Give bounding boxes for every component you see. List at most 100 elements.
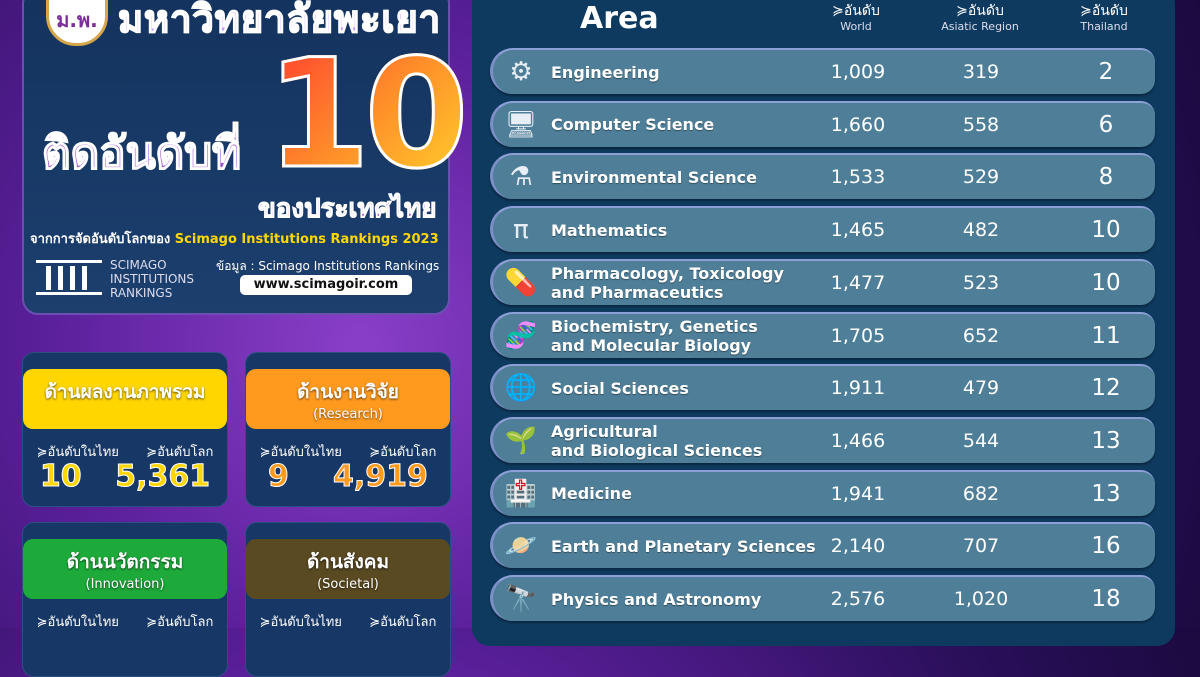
card-header: ด้านงานวิจัย (Research) xyxy=(246,369,450,429)
thailand-rank: 12 xyxy=(1091,375,1121,402)
world-rank: 1,009 xyxy=(830,61,886,83)
ranking-card: ด้านผลงานภาพรวม ≽อันดับในไทย ≽อันดับโลก 10… xyxy=(22,352,228,507)
area-row: ⚗ Environmental Science 1,533 529 8 xyxy=(490,153,1155,200)
data-source: ข้อมูล : Scimago Institutions Rankings xyxy=(216,259,440,273)
thailand-rank: 11 xyxy=(1091,322,1121,349)
country-label: ของประเทศไทย xyxy=(258,194,437,225)
thailand-rank: 10 xyxy=(1091,217,1121,244)
thai-rank-label: ≽อันดับในไทย xyxy=(36,615,119,630)
column-header-thailand: ≽อันดับ Thailand xyxy=(1080,3,1128,34)
thailand-rank: 16 xyxy=(1091,533,1121,560)
area-row: 🔭 Physics and Astronomy 2,576 1,020 18 xyxy=(490,575,1155,621)
thai-rank-value: 9 xyxy=(268,459,290,495)
asia-rank: 482 xyxy=(962,219,1000,242)
column-header-asia: ≽อันดับ Asiatic Region xyxy=(941,3,1019,34)
world-rank: 1,911 xyxy=(830,377,886,400)
area-row: ⚙ Engineering 1,009 319 2 xyxy=(490,48,1155,94)
area-row: 🖥 Computer Science 1,660 558 6 xyxy=(490,100,1155,147)
area-name: Medicine xyxy=(551,484,632,504)
asia-rank: 652 xyxy=(962,324,1000,347)
plant-icon: 🌱 xyxy=(504,425,538,456)
world-rank-value: 4,919 xyxy=(333,459,429,495)
asia-rank: 707 xyxy=(962,535,1000,558)
thailand-rank: 6 xyxy=(1098,111,1114,138)
area-name: Computer Science xyxy=(551,115,715,135)
ranking-card: ด้านงานวิจัย (Research) ≽อันดับในไทย ≽อันด… xyxy=(245,352,451,507)
card-header: ด้านสังคม (Societal) xyxy=(246,539,450,599)
area-row: 🪐 Earth and Planetary Sciences 2,140 707… xyxy=(490,522,1155,569)
area-name: Engineering xyxy=(551,62,660,82)
area-row: 💊 Pharmacology, Toxicology and Pharmaceu… xyxy=(490,258,1155,305)
world-rank-label: ≽อันดับโลก xyxy=(146,445,214,460)
area-name: Earth and Planetary Sciences xyxy=(551,536,816,556)
area-row: 🌐 Social Sciences 1,911 479 12 xyxy=(490,364,1155,411)
world-rank: 1,705 xyxy=(830,324,886,347)
world-rank: 1,477 xyxy=(830,271,886,294)
thailand-rank: 10 xyxy=(1091,269,1121,296)
area-row: 🌱 Agricultural and Biological Sciences 1… xyxy=(490,416,1155,463)
math-board-icon: π xyxy=(513,215,529,246)
area-name: Pharmacology, Toxicology and Pharmaceuti… xyxy=(551,263,784,302)
world-rank: 2,140 xyxy=(830,535,886,558)
area-name: Biochemistry, Genetics and Molecular Bio… xyxy=(551,316,758,355)
world-rank: 2,576 xyxy=(830,588,886,610)
asia-rank: 558 xyxy=(962,113,1000,136)
thailand-rank: 2 xyxy=(1098,59,1114,85)
thailand-rank: 13 xyxy=(1091,480,1121,507)
people-globe-icon: 🌐 xyxy=(504,373,538,404)
asia-rank: 529 xyxy=(962,166,1000,189)
rank-number: 10 xyxy=(265,28,471,202)
world-rank-label: ≽อันดับโลก xyxy=(146,615,214,630)
asia-rank: 479 xyxy=(962,377,1000,400)
area-name: Social Sciences xyxy=(551,378,689,398)
area-row: π Mathematics 1,465 482 10 xyxy=(490,206,1155,253)
area-name: Physics and Astronomy xyxy=(551,589,762,609)
thai-rank-label: ≽อันดับในไทย xyxy=(259,615,342,630)
asia-rank: 319 xyxy=(962,61,1000,83)
thailand-rank: 8 xyxy=(1098,164,1114,191)
world-rank: 1,465 xyxy=(830,219,886,242)
thai-rank-label: ≽อันดับในไทย xyxy=(259,445,342,460)
column-header-world: ≽อันดับ World xyxy=(832,3,880,34)
area-name: Environmental Science xyxy=(551,167,757,187)
card-header: ด้านนวัตกรรม (Innovation) xyxy=(23,539,227,599)
world-rank-label: ≽อันดับโลก xyxy=(369,615,437,630)
hospital-icon: 🏥 xyxy=(504,478,538,509)
area-name: Agricultural and Biological Sciences xyxy=(551,421,763,460)
pills-icon: 💊 xyxy=(504,267,538,298)
world-rank: 1,466 xyxy=(830,429,886,452)
rank-label: ติดอันดับที่ xyxy=(41,127,242,180)
university-name: มหาวิทยาลัยพะเยา xyxy=(117,0,442,42)
leaf-flask-icon: ⚗ xyxy=(509,162,533,193)
thailand-rank: 13 xyxy=(1091,427,1121,454)
pillars-icon xyxy=(36,260,102,298)
world-rank-value: 5,361 xyxy=(115,459,211,495)
ranking-source-line: จากการจัดอันดับโลกของ Scimago Institutio… xyxy=(30,232,439,247)
area-row: 🏥 Medicine 1,941 682 13 xyxy=(490,469,1155,516)
world-rank-label: ≽อันดับโลก xyxy=(369,445,437,460)
area-header: Area xyxy=(580,1,659,36)
thai-rank-value: 10 xyxy=(39,459,82,495)
dna-icon: 🧬 xyxy=(504,320,538,351)
card-header: ด้านผลงานภาพรวม xyxy=(23,369,227,429)
asia-rank: 682 xyxy=(962,482,1000,505)
scimago-logo: SCIMAGO INSTITUTIONS RANKINGS xyxy=(36,258,194,300)
gear-icon: ⚙ xyxy=(509,57,533,87)
website-link[interactable]: www.scimagoir.com xyxy=(240,275,412,295)
thailand-rank: 18 xyxy=(1091,586,1121,612)
university-logo: ม.พ. xyxy=(46,0,108,46)
thai-rank-label: ≽อันดับในไทย xyxy=(36,445,119,460)
telescope-icon: 🔭 xyxy=(504,584,538,614)
ranking-card: ด้านสังคม (Societal) ≽อันดับในไทย ≽อันดับโ… xyxy=(245,522,451,677)
asia-rank: 523 xyxy=(962,271,1000,294)
area-row: 🧬 Biochemistry, Genetics and Molecular B… xyxy=(490,311,1155,358)
world-rank: 1,533 xyxy=(830,166,886,189)
planet-icon: 🪐 xyxy=(504,531,538,562)
world-rank: 1,660 xyxy=(830,113,886,136)
asia-rank: 544 xyxy=(962,429,1000,452)
area-name: Mathematics xyxy=(551,220,668,240)
ranking-card: ด้านนวัตกรรม (Innovation) ≽อันดับในไทย ≽อั… xyxy=(22,522,228,677)
world-rank: 1,941 xyxy=(830,482,886,505)
computer-atom-icon: 🖥 xyxy=(504,109,538,140)
asia-rank: 1,020 xyxy=(953,588,1009,610)
